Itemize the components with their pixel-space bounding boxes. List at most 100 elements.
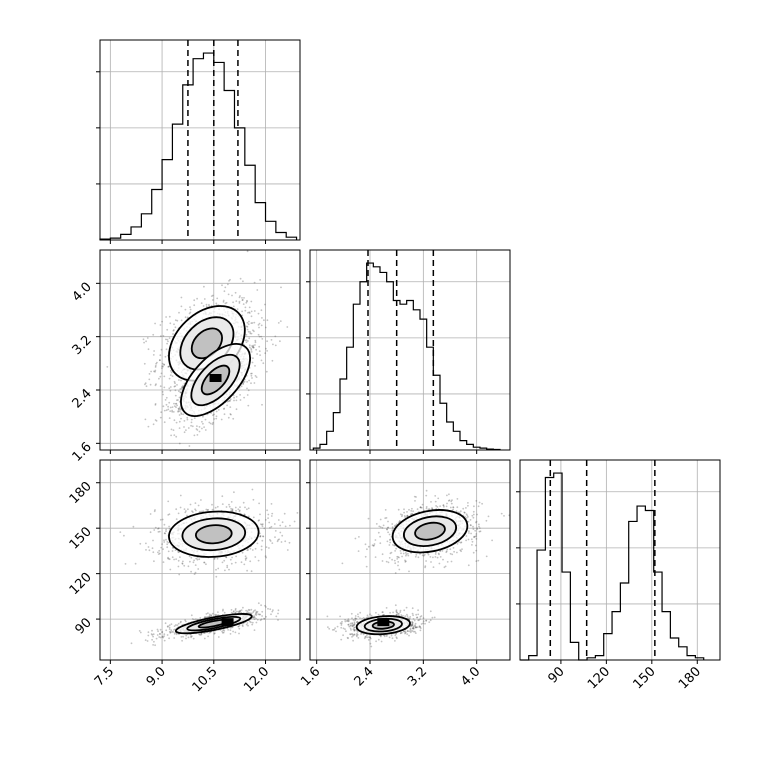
scatter-point bbox=[410, 623, 413, 626]
scatter-point bbox=[403, 511, 405, 514]
scatter-point bbox=[201, 420, 203, 423]
scatter-point bbox=[139, 631, 142, 634]
scatter-point bbox=[446, 561, 449, 563]
scatter-point bbox=[191, 510, 193, 512]
scatter-point bbox=[147, 546, 150, 548]
scatter-point bbox=[194, 508, 196, 511]
scatter-point bbox=[415, 554, 418, 556]
scatter-point bbox=[203, 561, 206, 564]
scatter-point bbox=[163, 523, 166, 526]
scatter-point bbox=[357, 613, 359, 616]
scatter-point bbox=[221, 631, 224, 634]
scatter-point bbox=[175, 633, 178, 636]
scatter-point bbox=[301, 526, 303, 528]
scatter-point bbox=[161, 543, 163, 545]
scatter-point bbox=[438, 562, 441, 565]
scatter-point bbox=[417, 556, 420, 559]
scatter-point bbox=[406, 630, 409, 632]
scatter-point bbox=[387, 520, 389, 523]
scatter-point bbox=[478, 530, 481, 533]
scatter-point bbox=[257, 602, 260, 605]
scatter-point bbox=[221, 284, 223, 287]
scatter-point bbox=[238, 510, 241, 513]
scatter-point bbox=[259, 513, 261, 516]
scatter-point bbox=[238, 509, 241, 512]
scatter-point bbox=[166, 328, 169, 331]
scatter-point bbox=[243, 513, 246, 516]
scatter-point bbox=[167, 405, 169, 408]
scatter-point bbox=[175, 435, 178, 438]
scatter-point bbox=[261, 525, 264, 528]
scatter-point bbox=[200, 510, 203, 513]
scatter-point bbox=[382, 524, 385, 527]
scatter-point bbox=[246, 381, 249, 383]
scatter-point bbox=[234, 611, 237, 614]
scatter-point bbox=[168, 451, 170, 453]
scatter-point bbox=[168, 417, 171, 419]
scatter-point bbox=[394, 550, 396, 552]
scatter-point bbox=[158, 552, 161, 555]
x-tick-label: 10.5 bbox=[190, 664, 221, 695]
scatter-point bbox=[154, 403, 157, 405]
x-tick-label: 120 bbox=[585, 664, 613, 692]
scatter-point bbox=[472, 513, 475, 516]
scatter-point bbox=[249, 331, 252, 333]
scatter-point bbox=[226, 400, 229, 403]
scatter-point bbox=[238, 627, 241, 630]
scatter-point bbox=[177, 410, 179, 413]
scatter-point bbox=[438, 553, 440, 556]
scatter-point bbox=[231, 508, 234, 511]
scatter-point bbox=[284, 540, 287, 543]
scatter-point bbox=[406, 511, 408, 513]
scatter-point bbox=[163, 375, 166, 378]
scatter-point bbox=[423, 553, 426, 556]
scatter-point bbox=[168, 387, 171, 390]
scatter-point bbox=[388, 557, 391, 559]
scatter-point bbox=[377, 531, 380, 534]
scatter-point bbox=[119, 531, 122, 533]
scatter-point bbox=[478, 501, 481, 504]
scatter-point bbox=[413, 619, 416, 622]
scatter-point bbox=[269, 526, 271, 529]
scatter-point bbox=[169, 632, 172, 634]
scatter-point bbox=[155, 362, 157, 365]
scatter-point bbox=[169, 452, 171, 454]
scatter-point bbox=[452, 547, 455, 549]
scatter-point bbox=[205, 305, 208, 308]
scatter-point bbox=[238, 302, 241, 304]
scatter-point bbox=[172, 329, 175, 332]
scatter-point bbox=[215, 417, 218, 420]
scatter-point bbox=[185, 429, 187, 431]
scatter-point bbox=[270, 503, 273, 505]
scatter-point bbox=[230, 413, 232, 416]
scatter-point bbox=[367, 545, 370, 548]
scatter-point bbox=[474, 535, 477, 538]
scatter-point bbox=[180, 296, 183, 299]
scatter-point bbox=[154, 526, 157, 529]
scatter-point bbox=[366, 548, 368, 551]
scatter-point bbox=[222, 629, 225, 632]
scatter-point bbox=[354, 617, 357, 620]
scatter-point bbox=[151, 638, 153, 641]
scatter-point bbox=[460, 541, 463, 544]
scatter-point bbox=[467, 516, 469, 518]
scatter-point bbox=[348, 620, 350, 622]
scatter-point bbox=[264, 519, 267, 521]
scatter-point bbox=[279, 531, 282, 534]
scatter-point bbox=[172, 429, 175, 431]
scatter-point bbox=[419, 506, 422, 509]
scatter-point bbox=[404, 561, 407, 563]
x-tick-label: 12.0 bbox=[241, 664, 272, 695]
scatter-point bbox=[354, 537, 357, 540]
scatter-point bbox=[487, 515, 490, 518]
scatter-point bbox=[258, 502, 260, 505]
scatter-point bbox=[274, 536, 276, 538]
scatter-point bbox=[221, 495, 224, 498]
scatter-point bbox=[439, 550, 441, 553]
scatter-point bbox=[161, 631, 163, 634]
scatter-point bbox=[173, 558, 175, 561]
scatter-point bbox=[238, 625, 240, 628]
scatter-point bbox=[168, 513, 171, 516]
scatter-point bbox=[246, 326, 249, 328]
scatter-point bbox=[165, 348, 168, 351]
